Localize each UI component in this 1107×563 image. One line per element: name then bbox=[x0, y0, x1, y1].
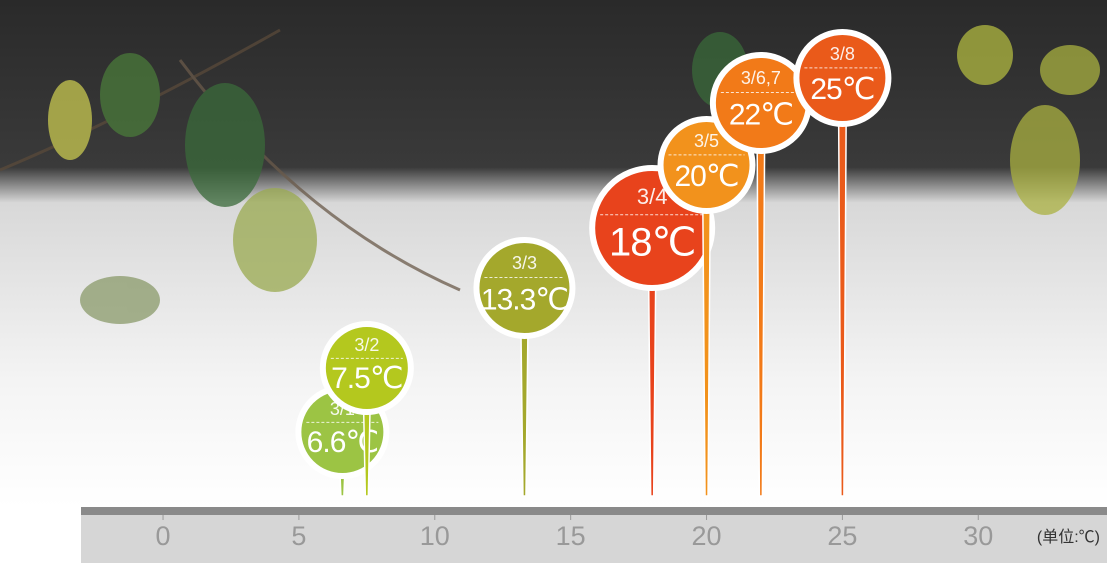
unit-label: (单位:℃) bbox=[1037, 528, 1100, 546]
pin-value-label: 7.5℃ bbox=[331, 362, 402, 395]
pin-value-label: 22℃ bbox=[729, 98, 793, 131]
pin-value-label: 13.3℃ bbox=[481, 283, 568, 316]
x-tick-label: 20 bbox=[692, 521, 722, 551]
chart: (单位:℃) 0510152025303/16.6℃3/27.5℃3/313.3… bbox=[0, 0, 1107, 563]
pin-value-label: 20℃ bbox=[674, 160, 738, 193]
page: {"chart_data": {"type": "pin", "categori… bbox=[0, 0, 1107, 563]
x-tick-label: 0 bbox=[156, 521, 171, 551]
axis-line bbox=[81, 507, 1107, 515]
pin-date: 3/4 bbox=[637, 184, 668, 209]
x-tick-label: 5 bbox=[291, 521, 306, 551]
pin-date: 3/6,7 bbox=[741, 68, 781, 88]
axis-band bbox=[81, 507, 1107, 563]
pin-value-label: 18℃ bbox=[609, 220, 695, 264]
pin-date: 3/8 bbox=[830, 44, 855, 64]
x-tick-label: 15 bbox=[556, 521, 586, 551]
pin-date: 3/5 bbox=[694, 131, 719, 151]
pin-date: 3/3 bbox=[512, 253, 537, 273]
pin-value-label: 25℃ bbox=[810, 73, 874, 106]
x-tick-label: 30 bbox=[963, 521, 993, 551]
x-tick-label: 25 bbox=[827, 521, 857, 551]
pin-date: 3/2 bbox=[354, 335, 379, 355]
x-tick-label: 10 bbox=[420, 521, 450, 551]
